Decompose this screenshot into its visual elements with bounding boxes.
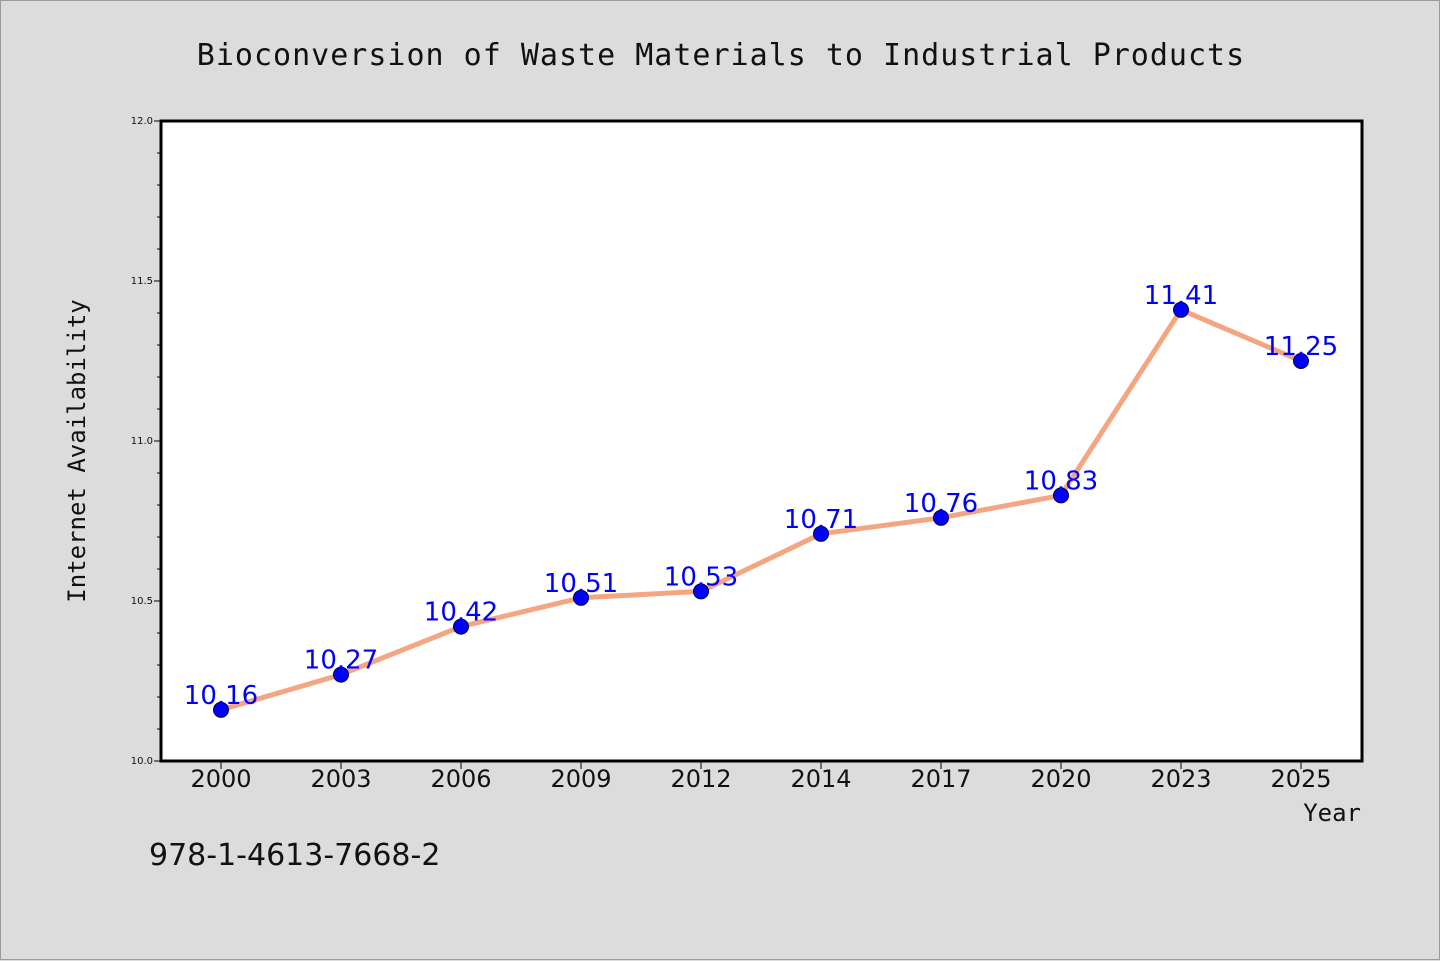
data-label: 10.71 [784, 505, 858, 535]
x-tick-label: 2012 [670, 765, 731, 793]
data-label: 10.51 [544, 569, 618, 599]
x-tick-label: 2014 [790, 765, 851, 793]
data-point-marker [813, 525, 829, 542]
x-tick-label: 2025 [1270, 765, 1331, 793]
y-tick-label: 10.0 [131, 756, 153, 767]
data-point-marker [1053, 487, 1069, 504]
series-line-layer [213, 301, 1309, 718]
data-label: 10.83 [1024, 466, 1098, 496]
data-label: 10.76 [904, 489, 978, 519]
data-label: 10.27 [304, 646, 378, 676]
axis-ticks: 10.0 10.5 11.0 11.5 12.0 2000 2003 2006 2009 2012… [131, 116, 1332, 793]
data-point-marker [573, 589, 589, 606]
data-labels-layer: 10.16 10.27 10.42 10.51 10.53 10.71 10.76 10.83… [184, 281, 1338, 711]
data-label: 10.53 [664, 562, 738, 592]
y-tick-label: 10.5 [131, 596, 153, 607]
x-tick-label: 2020 [1030, 765, 1091, 793]
data-label: 10.42 [424, 598, 498, 628]
footer-code: 978-1-4613-7668-2 [149, 838, 440, 873]
data-point-marker [453, 618, 469, 635]
chart-title: Bioconversion of Waste Materials to Indu… [197, 38, 1245, 73]
y-axis-label: Internet Availability [63, 299, 91, 602]
x-tick-label: 2023 [1150, 765, 1211, 793]
data-label: 10.16 [184, 681, 258, 711]
x-tick-label: 2000 [190, 765, 251, 793]
x-tick-label: 2006 [430, 765, 491, 793]
x-tick-label: 2009 [550, 765, 611, 793]
x-tick-label: 2017 [910, 765, 971, 793]
x-axis-label: Year [1303, 799, 1361, 827]
data-point-marker [1173, 301, 1189, 318]
data-label: 11.25 [1264, 332, 1338, 362]
data-point-marker [933, 509, 949, 526]
x-tick-label: 2003 [310, 765, 371, 793]
y-tick-label: 11.0 [131, 436, 153, 447]
data-point-marker [333, 666, 349, 683]
series-line [218, 307, 1304, 713]
y-tick-label: 12.0 [131, 116, 153, 127]
data-label: 11.41 [1144, 281, 1218, 311]
plot-area [159, 119, 1364, 763]
data-point-marker [213, 701, 229, 718]
data-point-marker [693, 583, 709, 600]
data-point-marker [1293, 353, 1309, 369]
y-tick-label: 11.5 [131, 276, 153, 287]
